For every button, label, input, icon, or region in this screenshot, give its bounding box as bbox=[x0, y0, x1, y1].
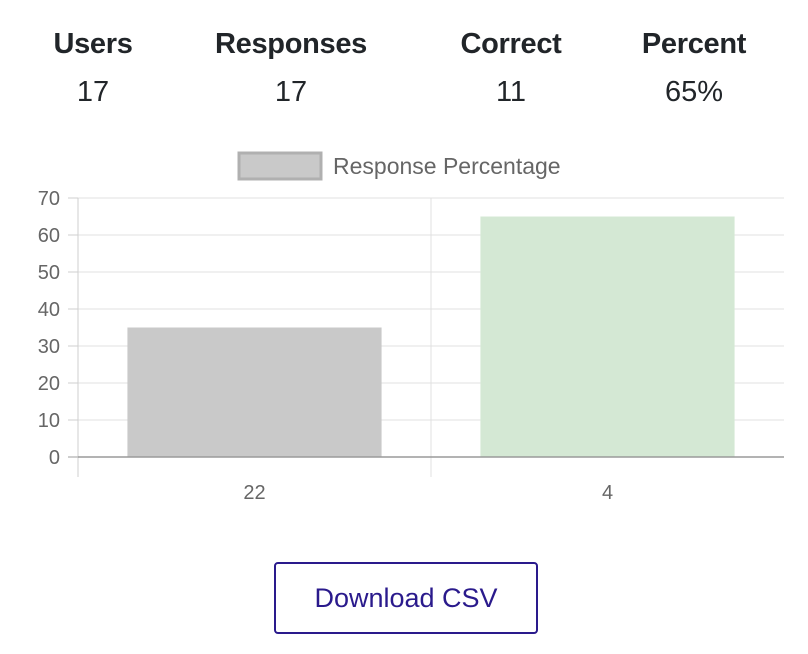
chart-legend: Response Percentage bbox=[237, 151, 561, 181]
stat-responses: Responses 17 bbox=[191, 22, 391, 118]
chart-bars bbox=[127, 216, 735, 457]
y-tick-label: 10 bbox=[38, 410, 60, 432]
y-tick-label: 70 bbox=[38, 188, 60, 210]
stat-responses-value: 17 bbox=[274, 76, 308, 108]
stat-users: Users 17 bbox=[0, 22, 193, 118]
legend-label: Response Percentage bbox=[333, 153, 561, 179]
stat-percent-label: Percent bbox=[641, 28, 747, 60]
y-tick-label: 30 bbox=[38, 336, 60, 358]
stat-correct: Correct 11 bbox=[411, 22, 611, 118]
stat-users-value: 17 bbox=[76, 76, 110, 108]
stat-responses-label: Responses bbox=[214, 28, 368, 60]
download-csv-button[interactable]: Download CSV bbox=[274, 562, 538, 634]
stat-correct-label: Correct bbox=[460, 28, 562, 60]
y-axis-ticks: 0 10 20 30 40 50 60 70 bbox=[38, 188, 78, 469]
x-tick-label: 22 bbox=[243, 482, 265, 504]
stat-percent-value: 65% bbox=[664, 76, 724, 108]
stat-users-label: Users bbox=[53, 28, 133, 60]
y-tick-label: 60 bbox=[38, 225, 60, 247]
legend-swatch bbox=[237, 151, 323, 181]
stat-percent: Percent 65% bbox=[594, 22, 794, 118]
response-chart: Response Percentage 0 10 20 30 40 50 60 70 22 4 bbox=[38, 151, 784, 504]
chart-axes bbox=[68, 198, 784, 477]
y-tick-label: 50 bbox=[38, 262, 60, 284]
y-tick-label: 0 bbox=[49, 447, 60, 469]
x-axis-ticks: 22 4 bbox=[243, 482, 613, 504]
y-tick-label: 20 bbox=[38, 373, 60, 395]
summary-stats: Users 17 Responses 17 Correct 11 Percent… bbox=[0, 22, 808, 122]
y-tick-label: 40 bbox=[38, 299, 60, 321]
x-tick-label: 4 bbox=[602, 482, 613, 504]
bar-4 bbox=[480, 216, 735, 457]
bar-22 bbox=[127, 327, 382, 457]
stat-correct-value: 11 bbox=[495, 76, 527, 108]
